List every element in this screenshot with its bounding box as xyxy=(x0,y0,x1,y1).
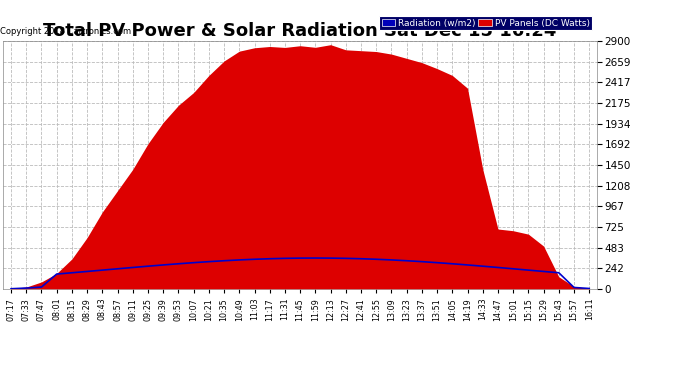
Title: Total PV Power & Solar Radiation Sat Dec 15 16:24: Total PV Power & Solar Radiation Sat Dec… xyxy=(43,22,557,40)
Legend: Radiation (w/m2), PV Panels (DC Watts): Radiation (w/m2), PV Panels (DC Watts) xyxy=(380,16,592,30)
Text: Copyright 2018 Cartronics.com: Copyright 2018 Cartronics.com xyxy=(1,27,132,36)
